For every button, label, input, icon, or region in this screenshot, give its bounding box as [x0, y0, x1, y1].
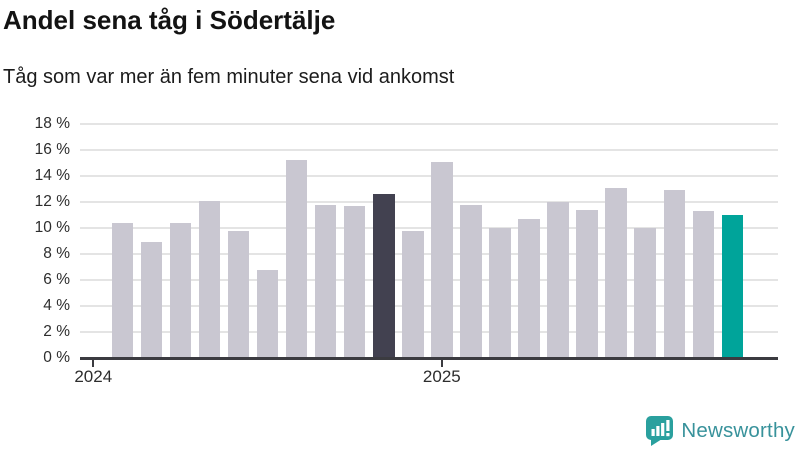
y-axis-label: 2 % [43, 323, 70, 340]
chart-subtitle: Tåg som var mer än fem minuter sena vid … [3, 66, 455, 88]
gridline-4 [80, 305, 778, 307]
x-axis-label-2024: 2024 [74, 367, 113, 386]
bar-2025-07 [605, 187, 627, 358]
bar-2024-08 [285, 160, 308, 358]
bar-2025-10 [692, 211, 715, 358]
bar-2025-06 [576, 209, 598, 358]
y-axis-label: 18 % [34, 115, 70, 132]
y-axis-label: 0 % [43, 349, 70, 366]
bar-2025-05 [547, 202, 569, 358]
bar-2024-10 [343, 205, 366, 358]
x-axis-label-2025: 2025 [422, 367, 461, 386]
gridline-6 [80, 279, 778, 281]
y-axis-label: 16 % [34, 141, 70, 158]
x-axis-tick-2025 [440, 359, 443, 367]
y-axis-label: 12 % [34, 193, 70, 210]
bar-2024-11 [373, 194, 395, 358]
gridline-16 [80, 149, 778, 151]
gridline-2 [80, 331, 778, 333]
newsworthy-logo: Newsworthy [644, 415, 795, 447]
newsworthy-logo-text: Newsworthy [681, 419, 795, 442]
x-axis-line [80, 356, 778, 360]
bar-2024-03 [140, 242, 163, 358]
y-axis-label: 6 % [43, 271, 70, 288]
x-axis-tick-2024 [92, 359, 95, 367]
newsworthy-logo-icon [644, 415, 674, 447]
bar-2024-07 [256, 269, 279, 358]
bar-2025-11 [721, 215, 744, 358]
bar-2024-09 [314, 204, 337, 358]
bar-2025-02 [460, 204, 482, 358]
bar-2025-09 [663, 190, 685, 358]
gridline-14 [80, 175, 778, 177]
bar-2024-12 [402, 230, 424, 358]
gridline-12 [80, 201, 778, 203]
bar-2025-01 [431, 161, 453, 358]
bar-2024-02 [111, 222, 134, 358]
bar-2024-04 [169, 222, 192, 358]
chart-title: Andel sena tåg i Södertälje [3, 5, 336, 35]
bar-2025-03 [489, 228, 511, 358]
gridline-18 [80, 123, 778, 125]
y-axis-label: 10 % [34, 219, 70, 236]
gridline-10 [80, 227, 778, 229]
y-axis-label: 4 % [43, 297, 70, 314]
bar-2024-06 [227, 230, 250, 358]
y-axis-label: 14 % [34, 167, 70, 184]
bar-2025-08 [634, 228, 656, 358]
bar-2024-05 [198, 200, 221, 358]
bar-2025-04 [518, 218, 540, 358]
gridline-8 [80, 253, 778, 255]
y-axis-label: 8 % [43, 245, 70, 262]
